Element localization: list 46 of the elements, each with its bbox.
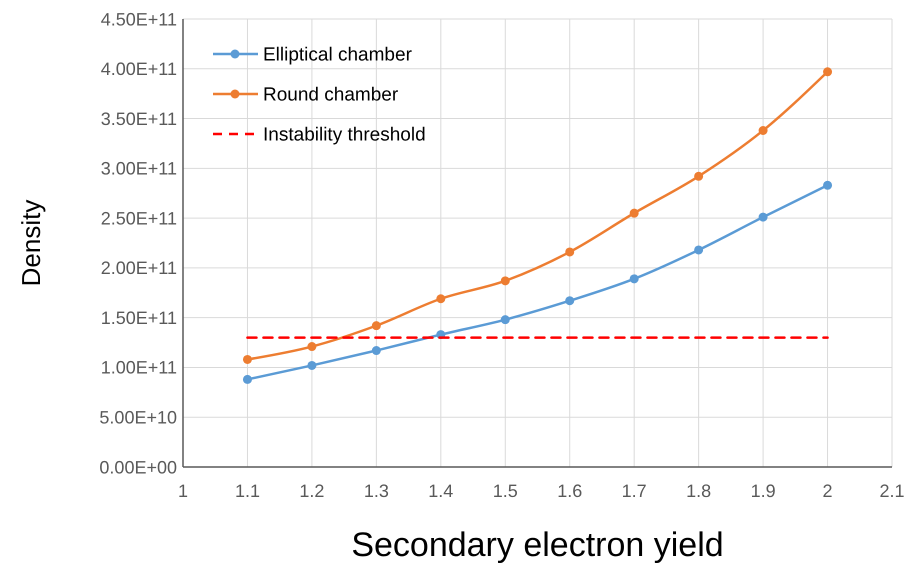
- y-tick-label: 2.00E+11: [100, 258, 177, 278]
- point: [630, 274, 639, 284]
- x-tick-label: 1: [178, 481, 188, 501]
- x-tick-label: 2: [822, 481, 833, 501]
- y-tick-label: 1.50E+11: [100, 308, 177, 328]
- point: [307, 360, 316, 370]
- y-tick-label: 3.00E+11: [100, 158, 177, 179]
- point: [565, 296, 574, 306]
- point: [630, 208, 639, 218]
- y-tick-label: 4.00E+11: [100, 59, 177, 80]
- point: [565, 247, 574, 256]
- point: [242, 374, 252, 384]
- point: [436, 294, 446, 304]
- y-tick-label: 1.00E+11: [100, 358, 177, 378]
- point: [372, 346, 381, 356]
- x-tick-label: 1.3: [364, 481, 389, 501]
- y-axis-title: Density: [16, 200, 46, 286]
- point: [823, 67, 832, 76]
- x-tick-label: 1.5: [492, 481, 518, 501]
- y-tick-label: 4.50E+11: [100, 9, 177, 30]
- x-tick-label: 1.9: [750, 481, 776, 501]
- x-axis-title: Secondary electron yield: [351, 526, 724, 564]
- y-tick-label: 0.00E+00: [99, 457, 177, 478]
- point: [372, 321, 381, 330]
- point: [500, 315, 510, 324]
- y-tick-label: 5.00E+10: [99, 408, 177, 428]
- legend-label: Instability threshold: [263, 124, 426, 146]
- x-tick-label: 1.4: [428, 481, 454, 501]
- x-tick-label: 1.6: [557, 481, 582, 501]
- point: [307, 342, 316, 352]
- point: [242, 354, 252, 364]
- point: [694, 172, 704, 181]
- y-tick-label: 2.50E+11: [100, 208, 177, 228]
- x-tick-label: 1.8: [686, 481, 712, 501]
- point: [758, 212, 768, 222]
- point: [500, 276, 510, 286]
- x-tick-label: 1.2: [299, 481, 324, 501]
- legend-label: Elliptical chamber: [263, 44, 413, 66]
- y-tick-label: 3.50E+11: [100, 108, 177, 129]
- point: [758, 126, 768, 135]
- point: [823, 180, 832, 190]
- x-tick-label: 1.7: [622, 481, 647, 501]
- x-tick-label: 1.1: [234, 481, 260, 501]
- point: [694, 245, 704, 254]
- x-tick-label: 2.1: [879, 481, 905, 501]
- legend-label: Round chamber: [263, 84, 399, 106]
